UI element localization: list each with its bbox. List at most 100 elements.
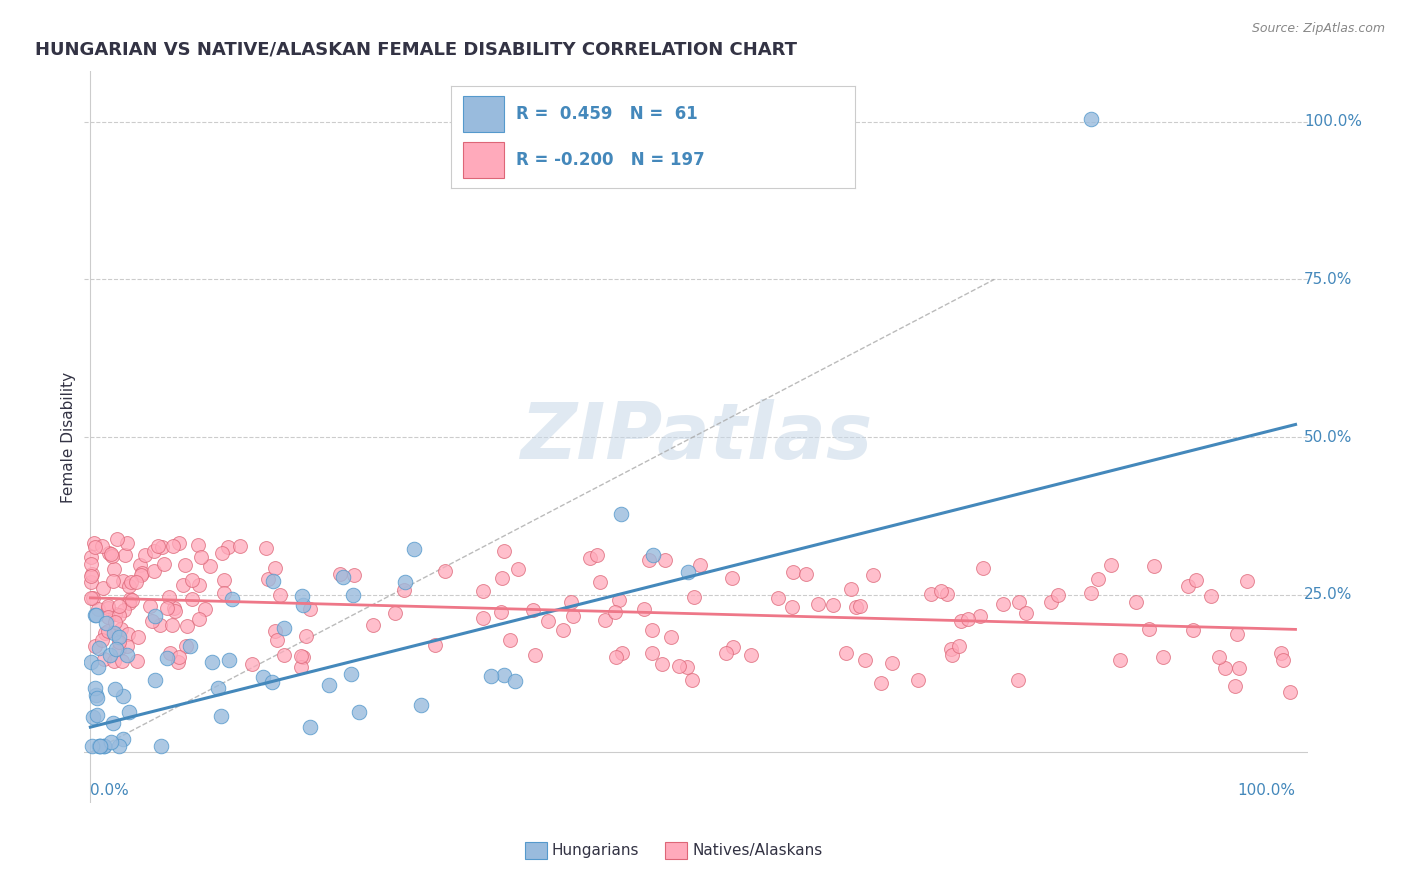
Point: [143, 544, 166, 558]
Point: [190, 549, 212, 564]
Point: [1225, 679, 1247, 693]
Point: [1199, 589, 1222, 603]
Point: [471, 584, 494, 599]
Point: [149, 617, 172, 632]
Point: [489, 605, 512, 619]
Point: [561, 608, 583, 623]
Point: [681, 673, 703, 687]
Point: [610, 646, 633, 660]
Point: [104, 681, 127, 696]
Point: [108, 642, 131, 657]
Point: [991, 597, 1014, 611]
Point: [174, 639, 197, 653]
Point: [609, 592, 631, 607]
Point: [262, 674, 284, 689]
Point: [1080, 586, 1102, 600]
Point: [633, 602, 655, 616]
Point: [118, 705, 141, 719]
Point: [1108, 653, 1130, 667]
Point: [138, 599, 160, 613]
Point: [117, 648, 139, 663]
Point: [1236, 574, 1258, 588]
Point: [120, 592, 142, 607]
Point: [605, 650, 627, 665]
Point: [93, 652, 115, 666]
Point: [201, 655, 224, 669]
Point: [1279, 685, 1302, 699]
Point: [939, 642, 962, 657]
Point: [1137, 622, 1160, 636]
Point: [880, 657, 903, 671]
Bar: [524, 841, 547, 859]
Point: [217, 541, 239, 555]
Point: [637, 552, 659, 566]
Point: [218, 652, 240, 666]
Point: [86, 608, 108, 623]
Point: [82, 710, 104, 724]
Point: [948, 639, 970, 653]
Point: [295, 629, 318, 643]
Text: Hungarians: Hungarians: [551, 843, 640, 858]
Point: [86, 690, 108, 705]
Point: [290, 660, 312, 674]
Point: [79, 575, 101, 590]
Point: [121, 593, 143, 607]
Point: [159, 646, 181, 660]
Point: [318, 678, 340, 692]
Point: [187, 578, 209, 592]
Point: [1213, 661, 1236, 675]
Point: [264, 560, 287, 574]
Point: [167, 655, 190, 669]
Point: [384, 606, 406, 620]
Point: [347, 706, 370, 720]
Point: [103, 562, 125, 576]
Point: [503, 673, 526, 688]
Point: [782, 565, 804, 579]
Point: [579, 551, 602, 566]
Point: [494, 543, 516, 558]
Text: 75.0%: 75.0%: [1303, 272, 1353, 287]
Text: Source: ZipAtlas.com: Source: ZipAtlas.com: [1251, 22, 1385, 36]
Point: [221, 592, 243, 607]
Point: [111, 654, 134, 668]
Point: [134, 548, 156, 562]
Point: [256, 573, 278, 587]
Point: [188, 612, 211, 626]
Point: [84, 608, 107, 623]
Point: [593, 613, 616, 627]
Point: [209, 708, 232, 723]
Point: [1087, 572, 1109, 586]
Point: [340, 666, 363, 681]
Point: [167, 649, 190, 664]
Point: [112, 732, 135, 747]
Point: [252, 670, 274, 684]
Point: [291, 589, 314, 603]
Point: [1208, 650, 1230, 665]
Point: [97, 599, 120, 613]
Point: [1039, 594, 1062, 608]
Point: [97, 624, 120, 639]
Point: [675, 660, 697, 674]
Bar: [665, 841, 688, 859]
Point: [641, 548, 664, 562]
Point: [101, 715, 124, 730]
Point: [920, 587, 942, 601]
Point: [115, 639, 138, 653]
Point: [160, 617, 183, 632]
Point: [1099, 558, 1122, 573]
Point: [79, 656, 101, 670]
Point: [935, 587, 957, 601]
Point: [89, 739, 111, 753]
Point: [256, 541, 278, 555]
Point: [91, 581, 114, 595]
Point: [907, 673, 929, 688]
Point: [110, 622, 132, 636]
Point: [87, 640, 110, 655]
Point: [1046, 588, 1069, 602]
Point: [124, 575, 146, 590]
Point: [180, 574, 202, 588]
Point: [212, 573, 235, 587]
Point: [853, 652, 876, 666]
Point: [269, 588, 291, 602]
Point: [641, 646, 664, 660]
